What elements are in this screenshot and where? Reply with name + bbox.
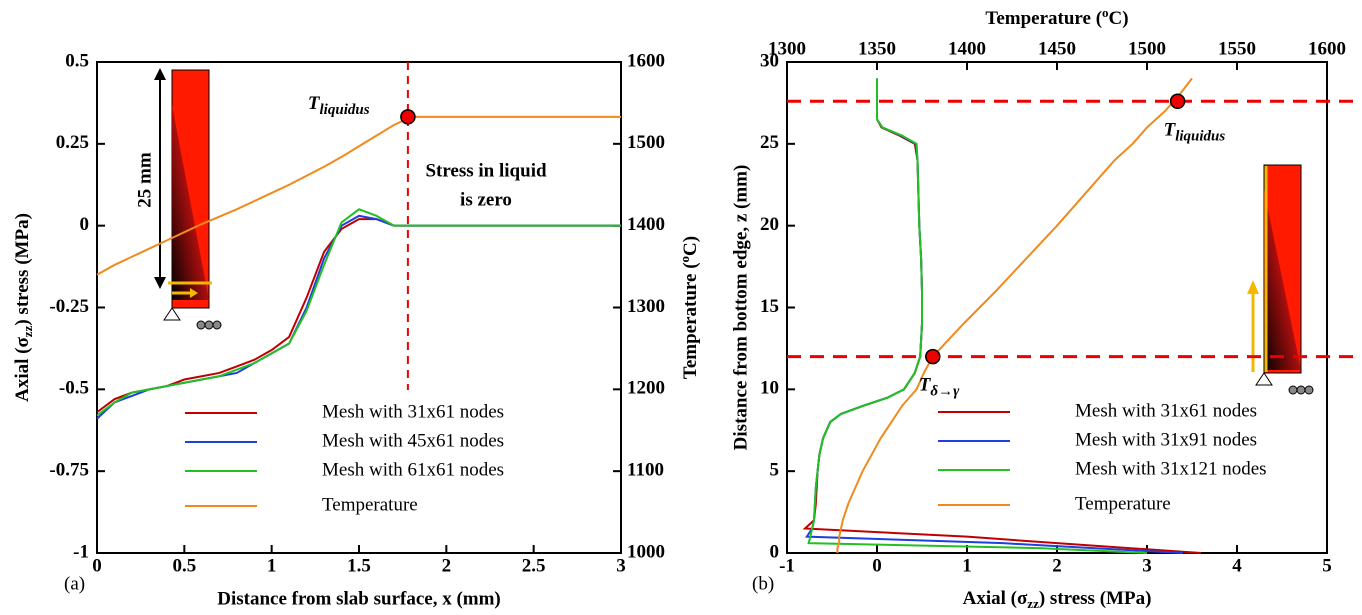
y-tick-label: 30 <box>760 50 779 71</box>
x-tick-label: 2 <box>442 555 452 576</box>
x2-tick-label: 1300 <box>768 38 806 59</box>
y2-tick-label: 1500 <box>627 132 665 153</box>
y-axis-title: Axial (σzz) stress (MPa) <box>12 213 35 402</box>
y-tick-label: 0 <box>770 541 780 562</box>
marker-label: Tliquidus <box>1164 120 1226 145</box>
y-tick-label: -0.25 <box>49 296 89 317</box>
plot-frame <box>96 61 622 554</box>
x2-tick-label: 1350 <box>858 38 896 59</box>
marker-label-sub: δ→γ <box>930 384 960 400</box>
annotation: is zero <box>460 189 512 210</box>
x-axis-title-part: Axial (σ <box>963 588 1028 609</box>
y-axis-title-part: Axial (σ <box>12 337 33 402</box>
marker-label: Tliquidus <box>308 93 370 118</box>
x2-tick-label: 1550 <box>1218 38 1256 59</box>
series-line <box>802 78 1202 554</box>
x2-tick-label: 1600 <box>1308 38 1346 59</box>
y-tick-label: -0.5 <box>59 378 89 399</box>
y-tick-label: 0.5 <box>65 50 89 71</box>
x2-tick-label: 1400 <box>948 38 986 59</box>
y-tick-label: 10 <box>760 378 779 399</box>
marker <box>925 348 941 365</box>
x-axis-title-part: ) stress (MPa) <box>1039 588 1152 609</box>
y2-tick-label: 1200 <box>627 378 665 399</box>
marker <box>1169 93 1186 110</box>
y-axis-title-part: zz <box>20 325 35 337</box>
y-tick-label: 15 <box>760 296 779 317</box>
x-tick-label: 0 <box>92 555 102 576</box>
y-axis-title-part: ) stress (MPa) <box>12 213 33 326</box>
legend-label: Temperature <box>1075 493 1171 514</box>
x-tick-label: 1.5 <box>347 555 371 576</box>
y-tick-label: -1 <box>73 541 89 562</box>
x2-axis-title-part: o <box>1102 5 1109 20</box>
annotation: Stress in liquid <box>425 160 547 181</box>
series-line <box>836 77 1193 553</box>
legend-label: Mesh with 45x61 nodes <box>322 430 504 451</box>
y-tick-label: 25 <box>760 132 779 153</box>
x2-tick-label: 1450 <box>1038 38 1076 59</box>
y2-tick-label: 1100 <box>627 460 664 481</box>
x-axis-title-part: zz <box>1027 596 1039 611</box>
x2-tick-label: 1500 <box>1128 38 1166 59</box>
x-tick-label: 2 <box>1052 555 1062 576</box>
legend-label: Mesh with 31x91 nodes <box>1075 429 1257 450</box>
x-axis-title: Distance from slab surface, x (mm) <box>217 588 501 609</box>
x2-axis-title: Temperature (oC) <box>985 5 1128 29</box>
x-tick-label: 1 <box>962 555 972 576</box>
y2-axis-title-part: o <box>677 256 692 263</box>
marker-label-sub: liquidus <box>1175 129 1225 145</box>
marker <box>400 109 416 125</box>
y-tick-label: 0 <box>80 214 90 235</box>
legend-label: Mesh with 61x61 nodes <box>322 459 504 480</box>
plot-frame <box>786 61 1328 554</box>
y2-axis-title-part: Temperature ( <box>680 262 701 379</box>
marker-label-sub: liquidus <box>320 102 370 118</box>
series-line <box>807 78 1148 554</box>
x-tick-label: 2.5 <box>522 555 546 576</box>
x-tick-label: 3 <box>1142 555 1152 576</box>
y2-axis-title-part: C) <box>680 236 701 256</box>
y2-tick-label: 1000 <box>627 541 665 562</box>
legend-label: Mesh with 31x61 nodes <box>322 401 504 422</box>
y-tick-label: -0.75 <box>49 460 89 481</box>
marker-label: Tδ→γ <box>919 375 960 400</box>
panel-label: (a) <box>64 573 85 594</box>
y2-tick-label: 1300 <box>627 296 665 317</box>
y2-axis-title: Temperature (oC) <box>677 236 701 379</box>
marker-label-main: T <box>308 93 321 114</box>
x-tick-label: 5 <box>1322 555 1332 576</box>
x-tick-label: 4 <box>1232 555 1242 576</box>
y-tick-label: 20 <box>760 214 779 235</box>
x2-axis-title-part: Temperature ( <box>985 8 1102 29</box>
x-tick-label: 0 <box>872 555 882 576</box>
y2-tick-label: 1600 <box>627 50 665 71</box>
marker-label-main: T <box>1164 120 1177 141</box>
legend-label: Mesh with 31x61 nodes <box>1075 400 1257 421</box>
inset-a: 25 mm <box>134 68 222 330</box>
inset-label: 25 mm <box>134 152 155 208</box>
series-line <box>96 208 621 417</box>
x-tick-label: -1 <box>779 555 795 576</box>
x-tick-label: 1 <box>267 555 277 576</box>
legend-label: Mesh with 31x121 nodes <box>1075 458 1267 479</box>
panel-label: (b) <box>752 573 774 594</box>
inset-b <box>1247 164 1314 395</box>
y-tick-label: 5 <box>770 460 780 481</box>
x-tick-label: 3 <box>616 555 626 576</box>
x-axis-title: Axial (σzz) stress (MPa) <box>963 588 1152 611</box>
x2-axis-title-part: C) <box>1109 8 1129 29</box>
y2-tick-label: 1400 <box>627 214 665 235</box>
legend-label: Temperature <box>322 494 418 515</box>
marker-label-main: T <box>919 375 932 396</box>
x-tick-label: 0.5 <box>172 555 196 576</box>
y-axis-title: Distance from bottom edge, z (mm) <box>730 165 751 451</box>
y-tick-label: 0.25 <box>56 132 89 153</box>
